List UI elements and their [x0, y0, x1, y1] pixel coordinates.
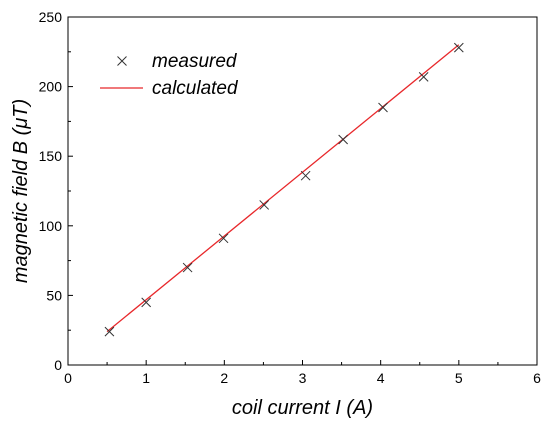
y-axis-title: magnetic field B (μT)	[10, 99, 32, 283]
calculated-line	[106, 44, 460, 333]
legend-x-marker	[117, 56, 127, 66]
y-tick-label: 50	[46, 287, 62, 303]
measured-point	[418, 72, 429, 82]
y-tick-label: 0	[54, 357, 62, 373]
measured-point	[378, 102, 388, 113]
x-tick-label: 4	[377, 370, 385, 386]
x-tick-label: 3	[299, 370, 307, 386]
x-axis-title: coil current I (A)	[232, 397, 373, 419]
y-tick-label: 250	[39, 9, 63, 25]
measured-point	[218, 233, 229, 244]
legend-label-calculated: calculated	[152, 78, 239, 99]
x-axis-ticks: 0 1 2 3 4 5 6	[64, 360, 541, 386]
legend-marker-measured	[117, 56, 127, 66]
legend: measured calculated	[100, 51, 239, 99]
measured-point	[259, 200, 270, 210]
plot-frame	[67, 16, 538, 366]
x-tick-label: 5	[455, 370, 463, 386]
y-axis-ticks: 0 50 100 150 200 250	[39, 9, 73, 373]
y-tick-label: 150	[39, 148, 63, 164]
measured-point	[453, 42, 464, 53]
legend-label-measured: measured	[152, 51, 238, 72]
measured-point	[141, 297, 152, 308]
x-tick-label: 2	[220, 370, 228, 386]
measured-point	[338, 134, 349, 145]
series-layer	[104, 42, 464, 337]
x-tick-label: 1	[142, 370, 150, 386]
x-tick-label: 6	[533, 370, 541, 386]
x-tick-label: 0	[64, 370, 72, 386]
measured-point	[104, 326, 115, 337]
measured-point	[300, 170, 311, 181]
y-tick-label: 200	[39, 79, 63, 95]
y-tick-label: 100	[39, 218, 63, 234]
measured-point	[182, 262, 193, 273]
